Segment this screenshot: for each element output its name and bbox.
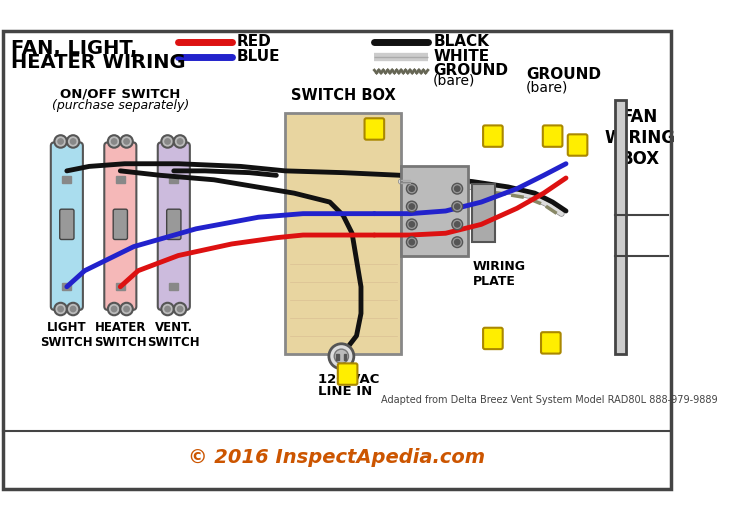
Text: (bare): (bare) [433, 74, 476, 88]
FancyBboxPatch shape [364, 118, 384, 140]
Circle shape [452, 184, 463, 194]
Circle shape [58, 306, 64, 311]
Circle shape [58, 139, 64, 144]
Circle shape [67, 135, 79, 148]
FancyBboxPatch shape [113, 209, 128, 240]
Circle shape [178, 139, 183, 144]
Bar [63, 283, 71, 290]
Circle shape [161, 135, 174, 148]
Text: BLACK: BLACK [433, 34, 489, 49]
Text: ON/OFF SWITCH: ON/OFF SWITCH [60, 87, 181, 100]
Circle shape [409, 204, 414, 209]
Bar [169, 283, 178, 290]
Circle shape [67, 303, 79, 315]
FancyBboxPatch shape [483, 328, 503, 349]
Bar [285, 113, 401, 354]
Circle shape [407, 184, 417, 194]
Bar [615, 99, 626, 354]
Text: (bare): (bare) [526, 80, 569, 94]
Circle shape [108, 135, 120, 148]
Circle shape [70, 139, 76, 144]
Text: (purchase separately): (purchase separately) [51, 99, 189, 112]
Circle shape [409, 186, 414, 191]
Circle shape [165, 139, 170, 144]
Circle shape [329, 344, 354, 369]
Text: 120 VAC: 120 VAC [318, 373, 380, 386]
Text: HEATER WIRING: HEATER WIRING [11, 53, 185, 72]
FancyBboxPatch shape [568, 134, 587, 155]
Circle shape [174, 303, 186, 315]
Text: GROUND: GROUND [433, 62, 508, 77]
Circle shape [334, 349, 349, 363]
Text: WIRING
PLATE: WIRING PLATE [472, 260, 525, 288]
Circle shape [454, 240, 460, 245]
Bar [401, 166, 468, 255]
FancyBboxPatch shape [543, 125, 562, 147]
Circle shape [452, 201, 463, 212]
Circle shape [409, 240, 414, 245]
Circle shape [407, 201, 417, 212]
Circle shape [120, 303, 133, 315]
Circle shape [454, 222, 460, 227]
FancyBboxPatch shape [338, 363, 358, 385]
Bar [63, 176, 71, 184]
Circle shape [120, 135, 133, 148]
FancyBboxPatch shape [541, 332, 561, 354]
Circle shape [54, 135, 67, 148]
Text: VENT.
SWITCH: VENT. SWITCH [147, 321, 200, 348]
FancyBboxPatch shape [51, 142, 83, 310]
Bar [169, 176, 178, 184]
Text: HEATER
SWITCH: HEATER SWITCH [94, 321, 147, 348]
FancyBboxPatch shape [158, 142, 190, 310]
FancyBboxPatch shape [483, 125, 503, 147]
Circle shape [165, 306, 170, 311]
Circle shape [407, 237, 417, 248]
Circle shape [54, 303, 67, 315]
Text: FAN, LIGHT,: FAN, LIGHT, [11, 39, 137, 58]
Text: GROUND: GROUND [526, 67, 601, 82]
Bar [343, 354, 346, 360]
Circle shape [111, 139, 116, 144]
Text: © 2016 InspectApedia.com: © 2016 InspectApedia.com [188, 448, 485, 467]
Circle shape [111, 306, 116, 311]
Bar [472, 184, 494, 242]
Text: WHITE: WHITE [433, 49, 489, 64]
Text: BLUE: BLUE [236, 49, 280, 64]
Bar [116, 176, 125, 184]
FancyBboxPatch shape [166, 209, 181, 240]
Text: Adapted from Delta Breez Vent System Model RAD80L 888-979-9889: Adapted from Delta Breez Vent System Mod… [382, 396, 718, 406]
Circle shape [161, 303, 174, 315]
Circle shape [454, 204, 460, 209]
Bar [336, 354, 339, 360]
Circle shape [108, 303, 120, 315]
Circle shape [124, 306, 129, 311]
Text: SWITCH BOX: SWITCH BOX [291, 88, 395, 103]
Bar [116, 283, 125, 290]
Circle shape [409, 222, 414, 227]
Circle shape [407, 219, 417, 230]
Text: RED: RED [236, 34, 271, 49]
Circle shape [124, 139, 129, 144]
Circle shape [452, 237, 463, 248]
Circle shape [70, 306, 76, 311]
FancyBboxPatch shape [104, 142, 136, 310]
FancyBboxPatch shape [60, 209, 74, 240]
Circle shape [178, 306, 183, 311]
Text: FAN
WIRING
BOX: FAN WIRING BOX [605, 109, 675, 168]
Circle shape [452, 219, 463, 230]
Text: LIGHT
SWITCH: LIGHT SWITCH [41, 321, 93, 348]
Text: LINE IN: LINE IN [318, 385, 373, 398]
Circle shape [174, 135, 186, 148]
Circle shape [454, 186, 460, 191]
